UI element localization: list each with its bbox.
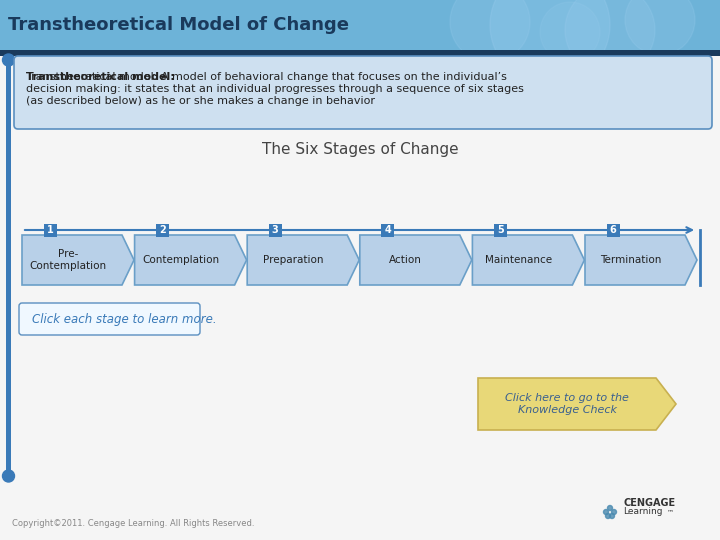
FancyBboxPatch shape <box>19 303 200 335</box>
Circle shape <box>2 54 14 66</box>
Circle shape <box>606 514 611 518</box>
Text: 1: 1 <box>47 225 53 235</box>
FancyBboxPatch shape <box>0 50 720 56</box>
Text: Maintenance: Maintenance <box>485 255 552 265</box>
Polygon shape <box>247 235 359 285</box>
FancyBboxPatch shape <box>494 224 507 237</box>
Text: decision making: it states that an individual progresses through a sequence of s: decision making: it states that an indiv… <box>26 84 524 94</box>
Text: Transtheoretical model:: Transtheoretical model: <box>26 72 175 82</box>
FancyBboxPatch shape <box>606 224 619 237</box>
Polygon shape <box>360 235 472 285</box>
FancyBboxPatch shape <box>6 60 11 480</box>
Text: The Six Stages of Change: The Six Stages of Change <box>261 142 459 157</box>
Text: Click here to go to the
Knowledge Check: Click here to go to the Knowledge Check <box>505 393 629 415</box>
Circle shape <box>608 505 613 510</box>
Text: 6: 6 <box>610 225 616 235</box>
Text: (as described below) as he or she makes a change in behavior: (as described below) as he or she makes … <box>26 96 375 106</box>
FancyBboxPatch shape <box>0 0 720 50</box>
Text: 4: 4 <box>384 225 391 235</box>
Polygon shape <box>135 235 246 285</box>
Circle shape <box>450 0 530 62</box>
FancyBboxPatch shape <box>382 224 395 237</box>
Text: 2: 2 <box>159 225 166 235</box>
Text: Pre-
Contemplation: Pre- Contemplation <box>30 249 107 271</box>
Text: 3: 3 <box>272 225 279 235</box>
Text: Copyright©2011. Cengage Learning. All Rights Reserved.: Copyright©2011. Cengage Learning. All Ri… <box>12 519 254 528</box>
Text: Termination: Termination <box>600 255 662 265</box>
Circle shape <box>2 470 14 482</box>
FancyBboxPatch shape <box>156 224 169 237</box>
Circle shape <box>610 514 614 518</box>
Circle shape <box>540 2 600 62</box>
Circle shape <box>611 510 616 515</box>
Text: Transtheoretical model: A model of behavioral change that focuses on the individ: Transtheoretical model: A model of behav… <box>26 72 507 82</box>
Text: Preparation: Preparation <box>263 255 323 265</box>
Text: Transtheoretical Model of Change: Transtheoretical Model of Change <box>8 16 349 34</box>
Text: Learning: Learning <box>623 507 662 516</box>
Polygon shape <box>472 235 585 285</box>
Text: Click each stage to learn more.: Click each stage to learn more. <box>32 313 217 326</box>
Text: Action: Action <box>390 255 422 265</box>
Polygon shape <box>478 378 676 430</box>
FancyBboxPatch shape <box>43 224 56 237</box>
Polygon shape <box>22 235 134 285</box>
FancyBboxPatch shape <box>269 224 282 237</box>
Circle shape <box>603 510 608 515</box>
Text: CENGAGE: CENGAGE <box>623 498 675 508</box>
Polygon shape <box>585 235 697 285</box>
Circle shape <box>625 0 695 55</box>
Text: Contemplation: Contemplation <box>142 255 219 265</box>
Circle shape <box>490 0 610 85</box>
Circle shape <box>565 0 655 75</box>
Text: ™: ™ <box>667 509 674 515</box>
FancyBboxPatch shape <box>14 56 712 129</box>
Text: 5: 5 <box>497 225 504 235</box>
